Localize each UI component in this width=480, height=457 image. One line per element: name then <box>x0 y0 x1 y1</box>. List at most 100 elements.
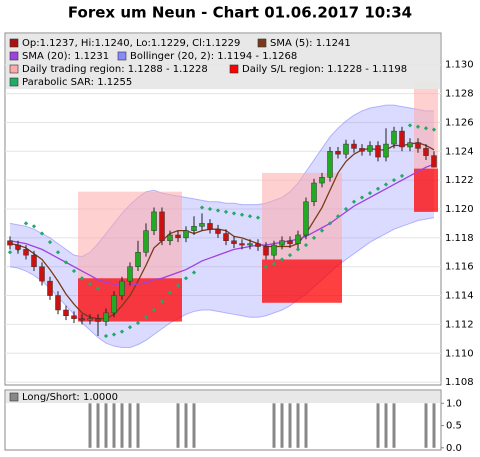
candle-body <box>247 243 253 246</box>
candle-body <box>311 182 317 203</box>
sar-dot <box>55 250 61 255</box>
sar-dot <box>359 195 365 200</box>
sar-dot <box>47 240 53 245</box>
sar-dot <box>199 205 205 210</box>
legend-label: Daily S/L region: 1.1228 - 1.1198 <box>242 64 407 75</box>
sar-dot <box>375 186 381 191</box>
legend-swatch <box>9 77 19 87</box>
candle-body <box>119 280 125 296</box>
candle-body <box>207 223 213 230</box>
y-tick-label: 1.112 <box>445 319 474 330</box>
sar-dot <box>23 221 29 226</box>
sar-dot <box>143 315 149 320</box>
sar-dot <box>319 228 325 233</box>
sl-region <box>414 168 438 212</box>
candle-body <box>55 295 61 311</box>
candle-body <box>151 211 157 231</box>
sar-dot <box>335 214 341 219</box>
long-short-bar <box>128 403 132 448</box>
legend-swatch <box>229 64 239 74</box>
sar-dot <box>263 264 269 269</box>
sar-dot <box>223 209 229 215</box>
sar-dot <box>215 208 221 213</box>
sar-dot <box>431 127 437 132</box>
candle-body <box>255 243 261 247</box>
candle-body <box>319 177 325 184</box>
sar-dot <box>239 212 245 217</box>
sl-region <box>262 259 342 303</box>
long-short-bar <box>136 403 140 448</box>
candle-body <box>295 234 301 244</box>
candle-body <box>79 318 85 321</box>
legend-swatch <box>257 38 267 48</box>
candle-body <box>31 254 37 267</box>
legend-swatch <box>9 392 19 402</box>
candle-body <box>87 318 93 321</box>
y-tick-label: 1.110 <box>445 348 474 359</box>
candle-body <box>231 240 237 244</box>
candle-body <box>175 234 181 239</box>
sar-dot <box>31 224 37 229</box>
sar-dot <box>159 299 165 304</box>
y-tick-label: 1.116 <box>445 262 474 273</box>
long-short-bar <box>176 403 180 448</box>
y-tick-label: 1.118 <box>445 233 474 244</box>
sar-dot <box>391 178 397 183</box>
long-short-bar <box>376 403 380 448</box>
y2-tick-label: 0.5 <box>446 421 462 432</box>
sar-dot <box>175 283 181 288</box>
sar-dot <box>127 325 133 330</box>
legend-label: Op:1.1237, Hi:1.1240, Lo:1.1229, Cl:1.12… <box>22 38 240 49</box>
y2-tick-label: 0.0 <box>446 443 462 454</box>
y-tick-label: 1.124 <box>445 146 474 157</box>
long-short-bar <box>288 403 292 448</box>
sar-dot <box>247 214 253 219</box>
candle-body <box>399 130 405 148</box>
sma-line <box>9 163 435 287</box>
long-short-bar <box>272 403 276 448</box>
legend-label: Long/Short: 1.0000 <box>22 392 118 403</box>
candle-body <box>23 249 29 256</box>
y-tick-label: 1.126 <box>445 117 474 128</box>
long-short-bar <box>432 403 436 448</box>
candle-body <box>63 309 69 317</box>
candle-body <box>343 143 349 155</box>
candle-body <box>407 142 413 148</box>
candle-body <box>15 244 21 250</box>
long-short-bar <box>88 403 92 448</box>
candle-body <box>431 155 437 168</box>
y2-tick-label: 1.0 <box>446 398 462 409</box>
candle-body <box>103 312 109 322</box>
candle-body <box>47 280 53 296</box>
legend-label: SMA (5): 1.1241 <box>270 38 351 49</box>
sar-dot <box>303 242 309 248</box>
candle-body <box>239 243 245 246</box>
candle-body <box>199 223 205 227</box>
sar-dot <box>231 211 237 216</box>
sar-dot <box>343 206 349 212</box>
sar-dot <box>151 307 157 313</box>
long-short-bar <box>112 403 116 448</box>
legend-box <box>6 34 440 89</box>
long-short-bar <box>384 403 388 448</box>
candle-body <box>143 230 149 253</box>
candle-body <box>95 318 101 322</box>
sar-dot <box>183 276 189 281</box>
candle-body <box>263 246 269 256</box>
candle-body <box>111 295 117 314</box>
sar-dot <box>279 257 285 262</box>
legend-swatch <box>9 51 19 61</box>
sar-dot <box>191 270 197 275</box>
candle-body <box>383 143 389 158</box>
candle-body <box>135 252 141 267</box>
legend-swatch <box>9 64 19 74</box>
sar-dot <box>295 247 301 252</box>
candle-body <box>223 233 229 241</box>
candle-body <box>183 230 189 239</box>
sar-dot <box>255 215 261 220</box>
y-tick-label: 1.114 <box>445 291 474 302</box>
y-tick-label: 1.108 <box>445 377 474 388</box>
sar-dot <box>135 320 141 326</box>
sar-dot <box>271 261 277 266</box>
